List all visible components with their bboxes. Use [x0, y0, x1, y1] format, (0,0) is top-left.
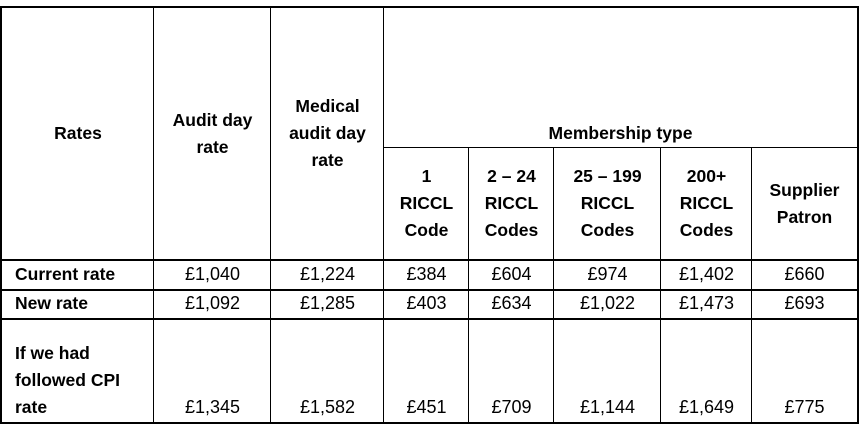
- table-border-top: [0, 6, 859, 8]
- column-divider: [660, 147, 661, 424]
- table-cell: £1,402: [678, 264, 735, 284]
- header-line: Patron: [776, 206, 833, 227]
- table-cell: £1,345: [184, 397, 241, 417]
- header-line: 200+: [686, 166, 727, 186]
- header-line: Code: [404, 220, 449, 240]
- header-line: 25 – 199: [573, 166, 642, 186]
- table-cell: £1,022: [579, 293, 636, 313]
- header-line: Codes: [679, 220, 734, 240]
- table-cell: £1,649: [678, 397, 735, 417]
- table-cell: £693: [784, 293, 825, 313]
- header-line: Codes: [484, 220, 539, 240]
- column-divider: [553, 147, 554, 424]
- row-label-line: New rate: [15, 293, 88, 313]
- header-line: Codes: [580, 220, 635, 240]
- table-cell: £1,040: [184, 264, 241, 284]
- table-cell: £1,582: [299, 397, 356, 417]
- table-cell: £403: [406, 293, 447, 313]
- row-label-cpi-rate: If we had followed CPI rate: [2, 320, 154, 422]
- table-cell: £384: [406, 264, 447, 284]
- header-membership-2-24: 2 – 24 RICCL Codes: [469, 148, 554, 259]
- row-label-new-rate: New rate: [2, 291, 154, 318]
- header-membership-25-199: 25 – 199 RICCL Codes: [554, 148, 661, 259]
- header-membership-1: 1 RICCL Code: [384, 148, 469, 259]
- header-audit-day-rate: Audit day rate: [154, 8, 271, 259]
- row-label-line: If we had: [15, 343, 90, 363]
- header-line: Medical: [295, 96, 360, 116]
- header-line: 1: [421, 166, 432, 186]
- row-label-line: rate: [15, 397, 48, 417]
- table-cell: £604: [491, 264, 532, 284]
- table-cell: £660: [784, 264, 825, 284]
- header-line: RICCL: [484, 193, 539, 213]
- header-membership-type: Membership type: [384, 8, 857, 148]
- column-divider: [270, 6, 271, 424]
- header-line: 2 – 24: [487, 166, 536, 186]
- header-membership-200-plus: 200+ RICCL Codes: [661, 148, 752, 259]
- table-cell: £1,224: [299, 264, 356, 284]
- header-divider: [0, 259, 859, 261]
- header-line: RICCL: [399, 193, 454, 213]
- column-divider: [153, 6, 154, 424]
- table-cell: £1,092: [184, 293, 241, 313]
- table-cell: £1,144: [579, 397, 636, 417]
- table-cell: £1,473: [678, 293, 735, 313]
- table-cell: £709: [491, 397, 532, 417]
- header-rates-text: Rates: [54, 123, 102, 143]
- row-label-line: followed CPI: [15, 370, 120, 390]
- row-label-current-rate: Current rate: [2, 261, 154, 289]
- row-divider: [0, 289, 859, 291]
- column-divider: [468, 147, 469, 424]
- header-rates: Rates: [2, 8, 154, 259]
- column-divider: [383, 6, 384, 424]
- header-line: Audit day: [172, 109, 253, 130]
- header-line: audit day: [289, 123, 366, 143]
- header-membership-type-text: Membership type: [548, 123, 693, 143]
- header-supplier-patron: Supplier Patron: [752, 148, 857, 259]
- table-border-bottom: [0, 422, 859, 424]
- header-line: RICCL: [679, 193, 734, 213]
- table-border-right: [857, 6, 859, 424]
- table-cell: £634: [491, 293, 532, 313]
- header-line: Supplier: [769, 179, 840, 200]
- column-divider: [751, 147, 752, 424]
- row-divider: [0, 318, 859, 320]
- table-cell: £451: [406, 397, 447, 417]
- membership-divider: [384, 147, 859, 148]
- header-medical-audit-day-rate: Medical audit day rate: [271, 8, 384, 259]
- table-cell: £775: [784, 397, 825, 417]
- header-line: RICCL: [580, 193, 635, 213]
- table-border-left: [0, 6, 2, 424]
- header-line: rate: [311, 150, 344, 170]
- table-cell: £974: [587, 264, 628, 284]
- table-cell: £1,285: [299, 293, 356, 313]
- row-label-line: Current rate: [15, 264, 116, 284]
- header-line: rate: [196, 136, 229, 157]
